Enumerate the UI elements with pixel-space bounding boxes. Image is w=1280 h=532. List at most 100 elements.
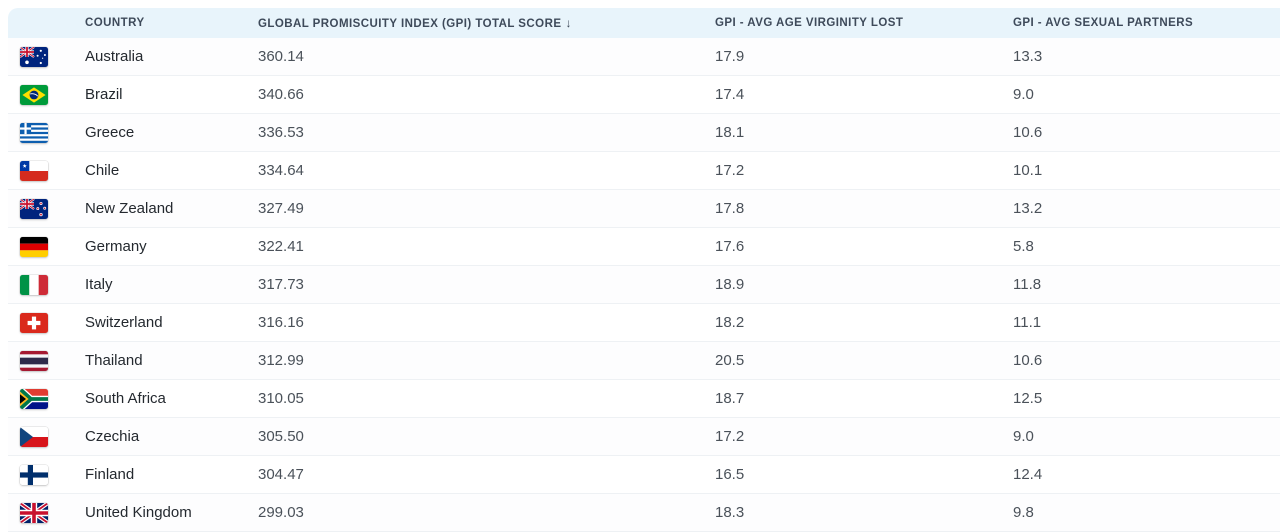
united-kingdom-flag-icon	[20, 502, 48, 523]
table-row: Finland 304.47 16.5 12.4	[8, 456, 1280, 494]
table-row: Czechia 305.50 17.2 9.0	[8, 418, 1280, 456]
country-flag-cell	[8, 84, 85, 105]
avg-age-cell: 18.9	[715, 276, 745, 293]
table-row: Italy 317.73 18.9 11.8	[8, 266, 1280, 304]
italy-flag-icon	[20, 274, 48, 295]
avg-age-cell: 20.5	[715, 352, 745, 369]
country-flag-cell	[8, 160, 85, 181]
promiscuity-index-table: COUNTRY GLOBAL PROMISCUITY INDEX (GPI) T…	[8, 8, 1280, 532]
avg-age-cell: 16.5	[715, 466, 745, 483]
avg-partners-cell: 9.8	[1013, 504, 1034, 521]
avg-partners-cell: 12.5	[1013, 390, 1043, 407]
table-row: Chile 334.64 17.2 10.1	[8, 152, 1280, 190]
country-flag-cell	[8, 274, 85, 295]
avg-partners-cell: 11.1	[1013, 314, 1042, 331]
country-name-cell: Australia	[85, 48, 144, 65]
gpi-total-cell: 334.64	[258, 162, 304, 179]
gpi-total-cell: 317.73	[258, 276, 304, 293]
gpi-total-cell: 336.53	[258, 124, 304, 141]
czechia-flag-icon	[20, 426, 48, 447]
south-africa-flag-icon	[20, 388, 48, 409]
country-flag-cell	[8, 502, 85, 523]
table-row: United Kingdom 299.03 18.3 9.8	[8, 494, 1280, 532]
table-row: Greece 336.53 18.1 10.6	[8, 114, 1280, 152]
country-flag-cell	[8, 46, 85, 67]
country-name-cell: South Africa	[85, 390, 166, 407]
avg-age-cell: 17.4	[715, 86, 745, 103]
avg-age-cell: 17.9	[715, 48, 745, 65]
table-row: Brazil 340.66 17.4 9.0	[8, 76, 1280, 114]
avg-age-cell: 17.6	[715, 238, 745, 255]
gpi-total-cell: 310.05	[258, 390, 304, 407]
table-row: Switzerland 316.16 18.2 11.1	[8, 304, 1280, 342]
country-name-cell: Germany	[85, 238, 147, 255]
column-header-country[interactable]: COUNTRY	[85, 17, 145, 29]
avg-partners-cell: 13.2	[1013, 200, 1043, 217]
gpi-total-cell: 316.16	[258, 314, 304, 331]
avg-age-cell: 17.8	[715, 200, 745, 217]
table-row: Australia 360.14 17.9 13.3	[8, 38, 1280, 76]
country-name-cell: Thailand	[85, 352, 143, 369]
avg-partners-cell: 13.3	[1013, 48, 1043, 65]
country-name-cell: Italy	[85, 276, 113, 293]
gpi-total-cell: 360.14	[258, 48, 304, 65]
country-flag-cell	[8, 426, 85, 447]
avg-age-cell: 18.2	[715, 314, 745, 331]
finland-flag-icon	[20, 464, 48, 485]
table-row: South Africa 310.05 18.7 12.5	[8, 380, 1280, 418]
country-flag-cell	[8, 236, 85, 257]
avg-partners-cell: 9.0	[1013, 428, 1034, 445]
avg-partners-cell: 12.4	[1013, 466, 1043, 483]
avg-age-cell: 18.3	[715, 504, 745, 521]
country-flag-cell	[8, 122, 85, 143]
column-header-avg-sexual-partners[interactable]: GPI - AVG SEXUAL PARTNERS	[1013, 17, 1194, 29]
country-name-cell: Greece	[85, 124, 135, 141]
country-flag-cell	[8, 350, 85, 371]
country-name-cell: United Kingdom	[85, 504, 192, 521]
table-row: Thailand 312.99 20.5 10.6	[8, 342, 1280, 380]
avg-partners-cell: 5.8	[1013, 238, 1034, 255]
gpi-total-cell: 299.03	[258, 504, 304, 521]
country-name-cell: Brazil	[85, 86, 123, 103]
column-header-gpi-total-score[interactable]: GLOBAL PROMISCUITY INDEX (GPI) TOTAL SCO…	[258, 16, 715, 30]
avg-age-cell: 18.7	[715, 390, 745, 407]
table-row: Germany 322.41 17.6 5.8	[8, 228, 1280, 266]
country-flag-cell	[8, 388, 85, 409]
country-name-cell: Switzerland	[85, 314, 163, 331]
gpi-total-cell: 305.50	[258, 428, 304, 445]
thailand-flag-icon	[20, 350, 48, 371]
greece-flag-icon	[20, 122, 48, 143]
gpi-total-cell: 322.41	[258, 238, 304, 255]
country-name-cell: New Zealand	[85, 200, 174, 217]
switzerland-flag-icon	[20, 312, 48, 333]
table-row: New Zealand 327.49 17.8 13.2	[8, 190, 1280, 228]
sort-descending-icon[interactable]: ↓	[565, 16, 572, 30]
avg-partners-cell: 10.6	[1013, 124, 1043, 141]
new-zealand-flag-icon	[20, 198, 48, 219]
avg-partners-cell: 10.1	[1013, 162, 1043, 179]
gpi-total-cell: 312.99	[258, 352, 304, 369]
country-name-cell: Chile	[85, 162, 120, 179]
avg-partners-cell: 10.6	[1013, 352, 1043, 369]
gpi-total-cell: 304.47	[258, 466, 304, 483]
table-header-row: COUNTRY GLOBAL PROMISCUITY INDEX (GPI) T…	[8, 8, 1280, 38]
country-flag-cell	[8, 312, 85, 333]
country-flag-cell	[8, 198, 85, 219]
country-name-cell: Czechia	[85, 428, 140, 445]
avg-age-cell: 17.2	[715, 162, 745, 179]
country-name-cell: Finland	[85, 466, 135, 483]
column-header-gpi-total-score-label: GLOBAL PROMISCUITY INDEX (GPI) TOTAL SCO…	[258, 18, 562, 30]
gpi-total-cell: 327.49	[258, 200, 304, 217]
avg-age-cell: 17.2	[715, 428, 745, 445]
avg-age-cell: 18.1	[715, 124, 745, 141]
table-body: Australia 360.14 17.9 13.3 Brazil 340.66 17.4 9…	[8, 38, 1280, 532]
avg-partners-cell: 11.8	[1013, 276, 1042, 293]
germany-flag-icon	[20, 236, 48, 257]
chile-flag-icon	[20, 160, 48, 181]
column-header-avg-age-virginity-lost[interactable]: GPI - AVG AGE VIRGINITY LOST	[715, 17, 904, 29]
gpi-total-cell: 340.66	[258, 86, 304, 103]
australia-flag-icon	[20, 46, 48, 67]
country-flag-cell	[8, 464, 85, 485]
brazil-flag-icon	[20, 84, 48, 105]
avg-partners-cell: 9.0	[1013, 86, 1034, 103]
